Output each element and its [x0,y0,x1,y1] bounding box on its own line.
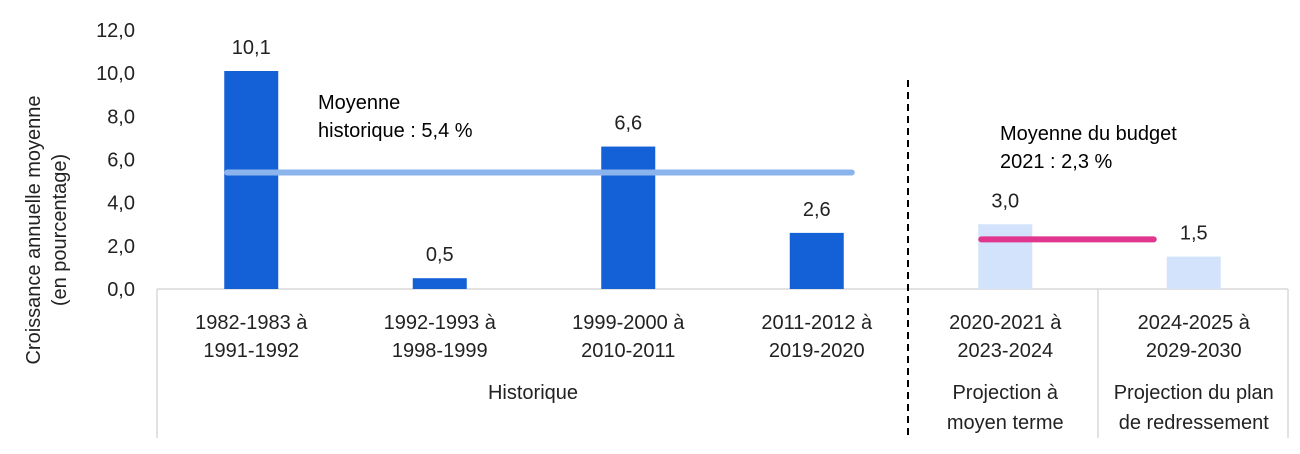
bar [412,278,467,289]
data-label: 6,6 [614,113,642,135]
average-annotation: Moyenne [318,92,400,114]
category-label: 2011-2012 à [761,312,873,334]
y-tick-label: 0,0 [107,279,135,301]
y-axis-title-line1: Croissance annuelle moyenne [23,95,45,364]
category-label: 2024-2025 à [1138,312,1251,334]
group-label: Historique [488,382,578,404]
average-annotation: 2021 : 2,3 % [1000,151,1113,173]
group-label: de redressement [1119,412,1270,434]
category-label: 1982-1983 à [195,312,308,334]
category-label: 1999-2000 à [572,312,685,334]
y-tick-label: 10,0 [96,63,135,85]
data-label: 1,5 [1180,223,1208,245]
y-tick-label: 12,0 [96,20,135,42]
category-label: 1992-1993 à [384,312,497,334]
category-label: 2019-2020 [769,340,865,362]
data-label: 2,6 [803,199,831,221]
category-label: 2023-2024 [957,340,1053,362]
y-tick-label: 2,0 [107,236,135,258]
group-label: Projection à [952,382,1058,404]
bar [789,232,844,289]
data-label: 0,5 [426,244,454,266]
data-label: 10,1 [232,37,271,59]
y-axis-title: Croissance annuelle moyenne (en pourcent… [23,95,71,364]
bar [1166,256,1221,289]
y-tick-label: 4,0 [107,193,135,215]
average-annotation: Moyenne du budget [1000,123,1177,145]
y-axis-title-line2: (en pourcentage) [49,154,71,306]
category-label: 1991-1992 [203,340,299,362]
group-label: Projection du plan [1114,382,1274,404]
y-tick-label: 6,0 [107,150,135,172]
category-label: 1998-1999 [392,340,488,362]
bar [224,71,279,289]
category-label: 2020-2021 à [949,312,1062,334]
bar [601,146,656,289]
y-tick-label: 8,0 [107,106,135,128]
group-label: moyen terme [947,412,1064,434]
category-label: 2010-2011 [581,340,675,362]
bar [978,224,1033,289]
data-label: 3,0 [991,190,1019,212]
category-label: 2029-2030 [1146,340,1242,362]
average-annotation: historique : 5,4 % [318,120,473,142]
